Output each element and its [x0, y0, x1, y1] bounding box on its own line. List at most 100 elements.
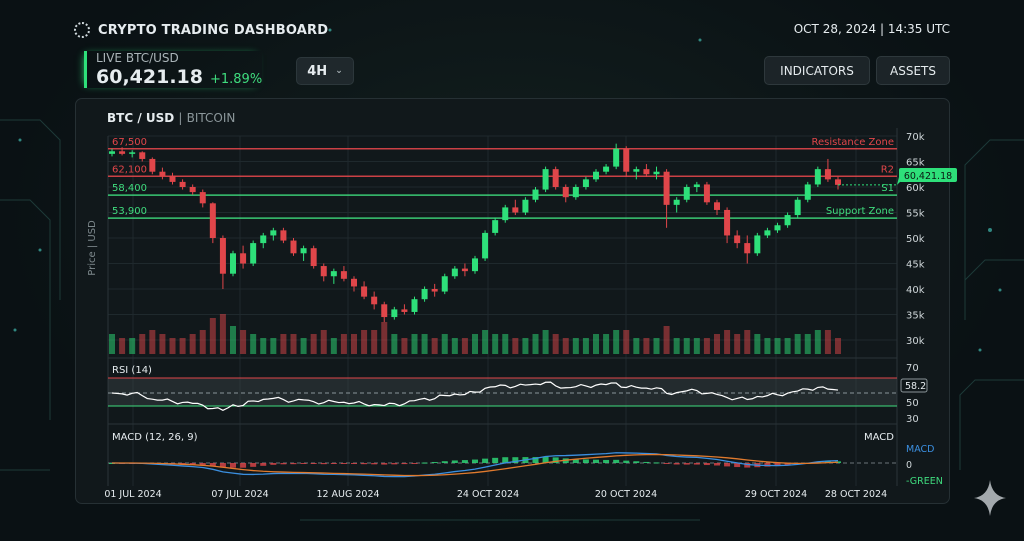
volume-bar [270, 338, 277, 354]
volume-bar [603, 334, 610, 354]
macd-histogram-bar [371, 463, 378, 465]
macd-histogram-bar [250, 463, 257, 467]
volume-bar [582, 338, 589, 354]
candle-body [431, 289, 438, 292]
ticker-price: 60,421.18 [96, 66, 203, 88]
volume-bar [431, 338, 438, 354]
assets-button[interactable]: ASSETS [876, 56, 950, 85]
macd-histogram-bar [734, 463, 741, 468]
macd-histogram-bar [441, 461, 448, 463]
candle-body [109, 151, 115, 154]
candle-body [703, 184, 710, 203]
candle-body [391, 309, 398, 318]
macd-histogram-bar [613, 459, 620, 463]
rsi-tick-label: 70 [906, 363, 919, 374]
volume-bar [593, 334, 599, 354]
volume-bar [159, 334, 166, 354]
macd-histogram-bar [351, 463, 357, 465]
macd-histogram-bar [663, 463, 670, 464]
candle-body [472, 258, 478, 272]
candle-body [451, 268, 458, 277]
y-tick-label: 35k [906, 311, 925, 322]
macd-histogram-bar [582, 459, 589, 463]
candle-body [310, 248, 317, 267]
macd-histogram-bar [693, 463, 700, 465]
candle-body [300, 248, 307, 254]
volume-bar [340, 334, 347, 354]
macd-histogram-bar [512, 457, 519, 463]
macd-histogram-bar [703, 463, 710, 466]
datetime: OCT 28, 2024 | 14:35 UTC [793, 22, 950, 36]
volume-bar [401, 338, 408, 354]
candle-body [189, 187, 196, 193]
macd-histogram-bar [219, 463, 226, 468]
candle-body [209, 203, 216, 238]
candle-body [764, 230, 771, 236]
macd-histogram-bar [300, 463, 307, 464]
rsi-tick-label: 50 [906, 398, 919, 409]
y-tick-label: 40k [906, 285, 925, 296]
candle-body [653, 171, 660, 175]
macd-histogram-bar [643, 461, 650, 463]
macd-histogram-bar [593, 459, 599, 463]
candle-body [663, 171, 670, 205]
timeframe-select[interactable]: 4H ⌄ [296, 57, 354, 85]
candle-body [320, 266, 327, 277]
chart-panel [75, 98, 950, 504]
rsi-current-box [900, 378, 928, 393]
volume-bar [320, 330, 327, 354]
macd-histogram-bar [199, 463, 206, 466]
candle-body [512, 207, 519, 213]
candle-body [562, 187, 569, 198]
current-price-tag [899, 168, 957, 182]
y-tick-label: 55k [906, 209, 925, 220]
macd-histogram-bar [230, 463, 236, 468]
volume-bar [119, 338, 126, 354]
indicators-button[interactable]: INDICATORS [764, 56, 870, 85]
ticker-change: +1.89% [209, 72, 263, 87]
candle-body [633, 169, 640, 172]
candle-body [179, 181, 186, 187]
macd-histogram-bar [482, 458, 489, 463]
macd-histogram-bar [683, 463, 690, 465]
candle-body [129, 152, 136, 154]
macd-histogram-bar [461, 460, 468, 463]
candle-body [794, 199, 801, 216]
volume-bar [179, 338, 186, 354]
current-price-text: 60,421.18 [904, 171, 952, 182]
volume-bar [139, 334, 146, 354]
candle-body [613, 148, 620, 167]
volume-bar [280, 334, 287, 354]
macd-histogram-bar [542, 456, 549, 463]
pair-label: BTC / USD [107, 111, 175, 125]
macd-histogram-bar [764, 463, 771, 467]
candle-body [421, 289, 428, 300]
macd-histogram-bar [431, 462, 438, 464]
volume-bar [310, 334, 317, 354]
candle-body [552, 169, 559, 187]
volume-bar [169, 338, 176, 354]
level-zone-label: Resistance Zone [811, 137, 894, 148]
candle-body [774, 225, 781, 231]
macd-histogram-bar [280, 463, 287, 465]
candle-body [219, 238, 226, 274]
volume-bar [351, 334, 357, 354]
volume-bar [522, 338, 529, 354]
macd-histogram-bar [189, 463, 196, 465]
y-tick-label: 30k [906, 336, 925, 347]
candle-body [724, 209, 731, 236]
x-tick-label: 24 OCT 2024 [457, 489, 519, 500]
candle-body [169, 175, 176, 182]
volume-bar [361, 330, 368, 354]
volume-bar [260, 338, 267, 354]
candle-body [401, 309, 408, 312]
candle-body [824, 169, 831, 180]
y-axis-label: Price | USD [87, 220, 98, 276]
volume-bar [764, 338, 771, 354]
macd-histogram-bar [774, 463, 781, 466]
macd-histogram-bar [724, 463, 731, 467]
macd-histogram-bar [744, 463, 751, 468]
candle-body [734, 235, 741, 244]
